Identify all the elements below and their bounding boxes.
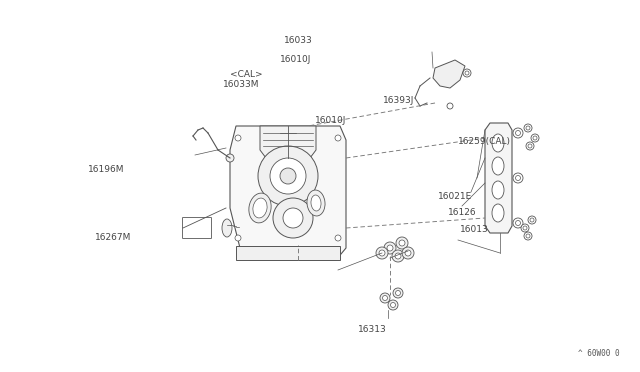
Circle shape [235,235,241,241]
Circle shape [384,242,396,254]
Circle shape [463,69,471,77]
Circle shape [395,253,401,259]
Circle shape [280,168,296,184]
Ellipse shape [492,204,504,222]
Circle shape [447,103,453,109]
Circle shape [388,300,398,310]
Circle shape [526,126,530,130]
Circle shape [515,131,520,135]
Polygon shape [433,60,465,88]
Circle shape [513,173,523,183]
Circle shape [380,293,390,303]
FancyBboxPatch shape [182,218,211,238]
Circle shape [392,250,404,262]
Circle shape [531,134,539,142]
Circle shape [235,135,241,141]
Circle shape [335,235,341,241]
Text: 16021E: 16021E [438,192,473,201]
Text: 16126: 16126 [448,208,477,217]
Circle shape [270,158,306,194]
Text: 16033: 16033 [284,36,312,45]
Circle shape [379,250,385,256]
Ellipse shape [307,190,325,216]
Circle shape [533,136,537,140]
Circle shape [376,247,388,259]
Ellipse shape [492,157,504,175]
Circle shape [515,221,520,225]
Circle shape [396,237,408,249]
Polygon shape [485,123,512,233]
Circle shape [399,240,405,246]
Text: 16013: 16013 [460,225,488,234]
Ellipse shape [249,193,271,223]
Circle shape [396,291,401,295]
Text: 16010J: 16010J [315,116,346,125]
Ellipse shape [492,181,504,199]
Circle shape [258,146,318,206]
Circle shape [513,128,523,138]
Ellipse shape [253,198,267,218]
Circle shape [526,234,530,238]
Circle shape [387,245,393,251]
Circle shape [383,295,387,301]
Ellipse shape [492,134,504,152]
Polygon shape [236,246,340,260]
Circle shape [226,154,234,162]
Text: 16393J: 16393J [383,96,414,105]
Ellipse shape [311,195,321,211]
Circle shape [515,176,520,180]
Circle shape [402,247,414,259]
Circle shape [530,218,534,222]
Circle shape [524,124,532,132]
Polygon shape [230,126,346,260]
Text: ^ 60W00 0: ^ 60W00 0 [579,349,620,358]
Text: 16259(CAL): 16259(CAL) [458,137,511,146]
Circle shape [273,198,313,238]
Text: 16313: 16313 [358,325,387,334]
Circle shape [521,224,529,232]
Circle shape [524,232,532,240]
Circle shape [465,71,469,75]
Circle shape [283,208,303,228]
Text: 16267M: 16267M [95,233,131,242]
Circle shape [526,142,534,150]
Text: 16033M: 16033M [223,80,259,89]
Circle shape [523,226,527,230]
Ellipse shape [222,219,232,237]
Circle shape [513,218,523,228]
Circle shape [335,135,341,141]
Text: <CAL>: <CAL> [230,70,263,79]
Circle shape [393,288,403,298]
Circle shape [528,216,536,224]
Text: 16196M: 16196M [88,165,125,174]
Circle shape [528,144,532,148]
Text: 16010J: 16010J [280,55,312,64]
Circle shape [405,250,411,256]
Circle shape [390,302,396,308]
Polygon shape [260,126,316,158]
